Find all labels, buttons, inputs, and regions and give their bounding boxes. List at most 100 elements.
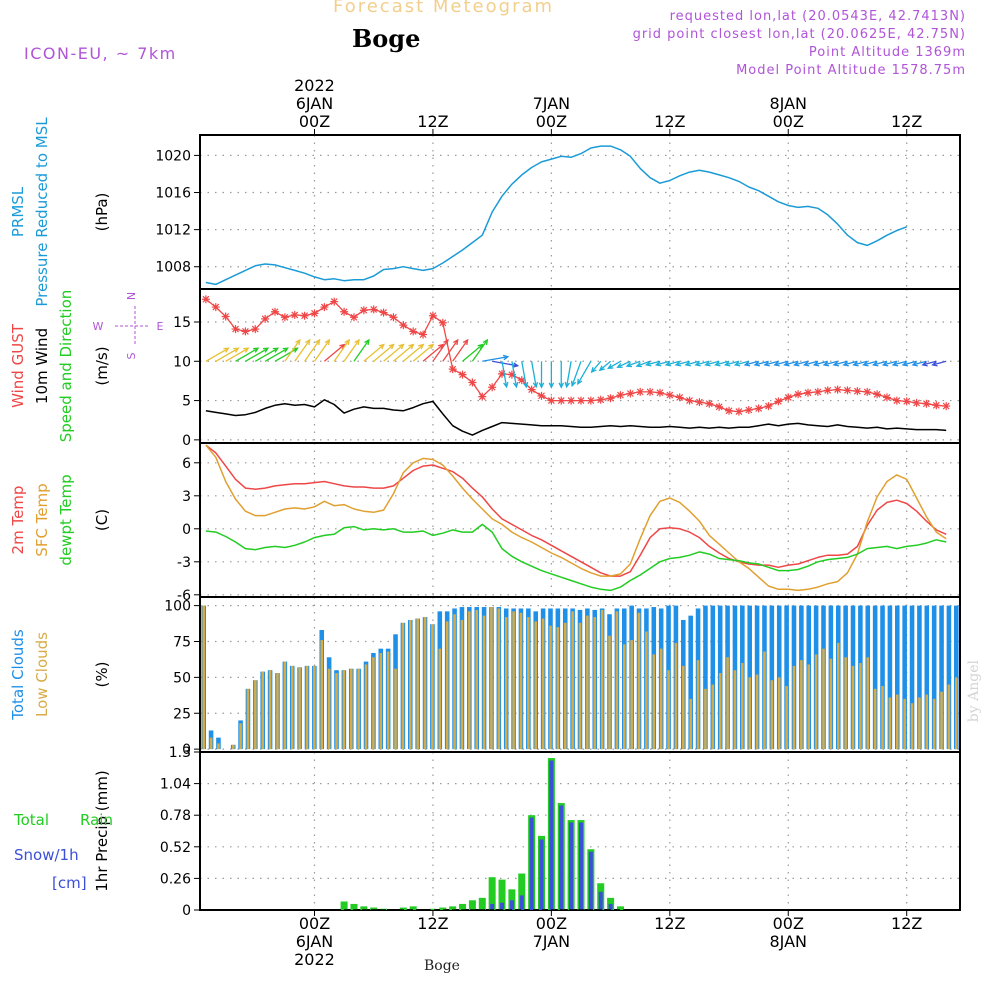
wind-arrow xyxy=(511,361,519,389)
low-cloud-bar xyxy=(556,627,560,750)
wind-arrow xyxy=(616,360,631,368)
y-tick-label: 1008 xyxy=(155,260,191,276)
subtitle: Forecast Meteogram xyxy=(333,0,555,17)
wind-arrow xyxy=(422,343,445,362)
low-cloud-bar xyxy=(955,677,958,750)
gust-marker xyxy=(261,314,270,323)
wind-arrow xyxy=(723,360,740,367)
y-tick-label: 1020 xyxy=(155,148,191,164)
gust-marker xyxy=(942,402,951,411)
wind-arrow xyxy=(363,343,385,362)
top-time-label: 00Z xyxy=(536,112,567,131)
rain-bar xyxy=(350,903,358,910)
gust-marker xyxy=(922,399,931,408)
wind-arrow xyxy=(644,360,661,367)
low-cloud-bar xyxy=(320,640,324,750)
bottom-time-label: 6JAN xyxy=(296,932,334,951)
low-cloud-bar xyxy=(674,642,678,750)
low-cloud-bar xyxy=(578,622,582,750)
gust-marker xyxy=(517,376,526,385)
y-tick-label: 1012 xyxy=(155,223,191,239)
low-cloud-bar xyxy=(630,640,633,750)
gust-marker xyxy=(340,307,349,316)
low-cloud-bar xyxy=(593,617,597,750)
low-cloud-bar xyxy=(254,680,257,750)
low-cloud-bar xyxy=(903,698,906,750)
y-tick-label: 75 xyxy=(173,634,191,650)
low-cloud-bar xyxy=(202,605,205,750)
low-cloud-bar xyxy=(689,698,692,750)
gust-marker xyxy=(725,406,734,415)
gust-line xyxy=(205,298,947,413)
gust-marker xyxy=(537,391,546,400)
snow-bar xyxy=(500,902,505,910)
low-cloud-bar xyxy=(549,625,552,750)
wind-arrow xyxy=(245,347,270,362)
gust-marker xyxy=(675,393,684,402)
rain-bar xyxy=(488,877,496,910)
low-cloud-bar xyxy=(541,618,545,750)
total-cloud-bar xyxy=(880,605,885,750)
snow-bar xyxy=(559,805,564,910)
rain-bar xyxy=(370,907,378,910)
gust-marker xyxy=(685,396,694,405)
gust-marker xyxy=(290,310,299,319)
low-cloud-bar xyxy=(290,665,294,750)
legend-total: Total xyxy=(13,811,49,829)
panel-label: Wind GUST xyxy=(9,323,27,408)
bottom-time-label: 00Z xyxy=(536,914,567,933)
bottom-time-label: 12Z xyxy=(891,914,922,933)
gust-marker xyxy=(626,389,635,398)
low-cloud-bar xyxy=(800,660,803,750)
gust-marker xyxy=(833,385,842,394)
gust-marker xyxy=(389,313,398,322)
low-cloud-bar xyxy=(394,668,397,750)
low-cloud-bar xyxy=(851,665,855,750)
panel-label: 2m Temp xyxy=(9,486,27,555)
wind-arrow xyxy=(931,360,947,367)
top-time-label: 6JAN xyxy=(296,94,334,113)
low-cloud-bar xyxy=(445,621,449,750)
low-cloud-bar xyxy=(313,665,316,750)
rain-bar xyxy=(449,906,457,910)
gust-marker xyxy=(271,307,280,316)
wind-arrow xyxy=(353,338,370,362)
wind-arrow xyxy=(714,360,730,367)
panel-label: (C) xyxy=(93,509,111,531)
wind-arrow xyxy=(654,360,670,367)
gust-marker xyxy=(586,396,595,405)
low-cloud-bar xyxy=(409,619,412,750)
gust-marker xyxy=(547,396,556,405)
wind-arrow xyxy=(733,360,749,367)
gust-marker xyxy=(349,313,358,322)
low-cloud-bar xyxy=(453,614,456,750)
y-tick-label: 5 xyxy=(182,394,191,410)
gust-marker xyxy=(823,386,832,395)
gust-marker xyxy=(527,385,536,394)
compass-w: W xyxy=(93,320,104,333)
gust-marker xyxy=(557,396,566,405)
wind-arrow xyxy=(471,338,489,362)
gust-marker xyxy=(882,393,891,402)
panel-label: 10m Wind xyxy=(33,328,51,404)
wind-arrow xyxy=(205,347,230,362)
low-cloud-bar xyxy=(918,697,921,750)
gust-marker xyxy=(813,387,822,396)
rain-bar xyxy=(468,900,476,910)
low-cloud-bar xyxy=(357,668,360,750)
gust-marker xyxy=(734,407,743,416)
gust-marker xyxy=(754,404,763,413)
gust-marker xyxy=(280,313,289,322)
low-cloud-bar xyxy=(645,631,648,750)
panel-label: 1hr Precip (mm) xyxy=(93,770,111,891)
low-cloud-bar xyxy=(770,680,774,750)
wind-arrow xyxy=(492,360,520,368)
snow-bar xyxy=(569,822,574,910)
low-cloud-bar xyxy=(563,622,567,750)
total-cloud-bar xyxy=(769,605,775,750)
rain-bar xyxy=(399,907,407,910)
wind-arrow xyxy=(304,338,321,362)
low-cloud-bar xyxy=(667,670,670,750)
gust-marker xyxy=(567,396,576,405)
